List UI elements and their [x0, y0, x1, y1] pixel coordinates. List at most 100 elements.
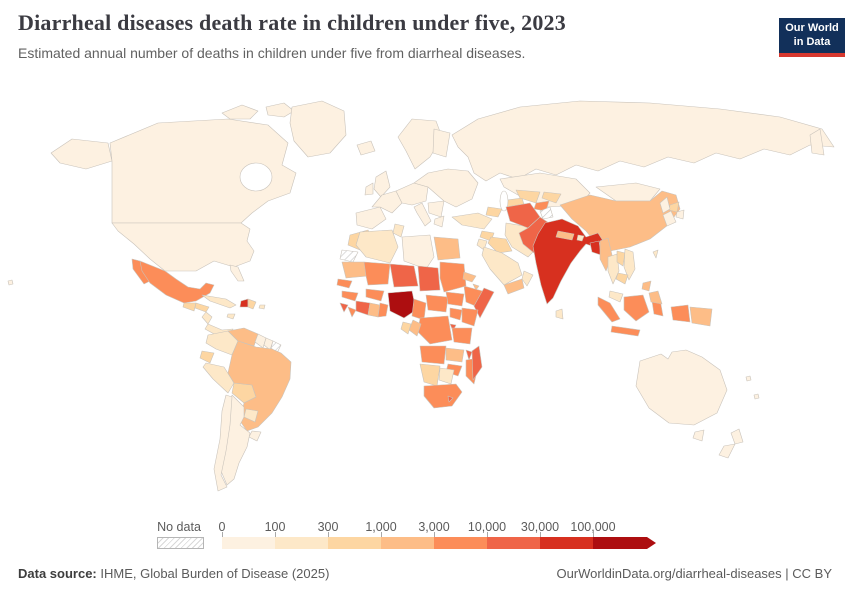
country-paraguay[interactable] [243, 408, 259, 423]
country-japan[interactable] [659, 196, 671, 214]
country-australia-tasmania[interactable] [692, 429, 705, 442]
country-burkina-faso[interactable] [365, 288, 385, 302]
country-italy[interactable] [413, 202, 432, 227]
legend-segment[interactable] [434, 537, 487, 549]
country-cuba[interactable] [201, 294, 237, 309]
country-angola[interactable] [419, 345, 447, 365]
country-arctic-islands[interactable] [221, 104, 259, 120]
country-central-african-republic[interactable] [425, 294, 449, 313]
country-canada[interactable] [109, 118, 297, 224]
country-zambia[interactable] [445, 347, 465, 363]
country-nigeria[interactable] [387, 290, 417, 319]
country-eritrea[interactable] [462, 271, 477, 283]
country-indonesia-java[interactable] [610, 325, 641, 337]
country-sri-lanka[interactable] [555, 308, 564, 320]
country-russia[interactable] [451, 100, 835, 182]
legend-segment[interactable] [222, 537, 275, 549]
country-dominican-republic[interactable] [247, 298, 257, 310]
country-saudi-arabia[interactable] [481, 246, 523, 286]
country-tunisia[interactable] [392, 223, 405, 238]
country-russia-kamchatka[interactable] [809, 128, 825, 156]
country-usa[interactable] [111, 222, 255, 272]
country-indonesia-borneo[interactable] [623, 294, 650, 322]
country-japan[interactable] [662, 210, 677, 227]
country-botswana[interactable] [438, 367, 455, 385]
country-cambodia[interactable] [615, 272, 629, 285]
country-new-zealand[interactable] [730, 428, 744, 445]
country-djibouti[interactable] [472, 283, 480, 291]
country-guatemala[interactable] [182, 302, 197, 312]
country-peru[interactable] [202, 362, 235, 394]
country-mexico-baja[interactable] [131, 258, 151, 285]
country-caucasus[interactable] [485, 206, 503, 218]
country-libya[interactable] [401, 234, 435, 270]
country-sudan[interactable] [439, 261, 467, 293]
country-greenland[interactable] [289, 100, 347, 158]
country-malaysia[interactable] [608, 290, 624, 303]
country-usa-florida[interactable] [229, 264, 245, 282]
country-malawi[interactable] [465, 349, 473, 361]
country-east-europe[interactable] [413, 168, 479, 208]
country-papua-new-guinea[interactable] [689, 306, 713, 327]
country-tanzania[interactable] [451, 327, 473, 345]
country-thailand[interactable] [607, 253, 620, 285]
country-cameroon[interactable] [411, 298, 427, 321]
country-arctic-islands[interactable] [265, 102, 295, 118]
country-vietnam[interactable] [623, 248, 636, 281]
country-pacific-island[interactable] [753, 393, 760, 400]
country-gabon[interactable] [400, 321, 412, 335]
country-egypt[interactable] [433, 236, 461, 261]
country-indonesia-sumatra[interactable] [597, 296, 621, 323]
country-philippines[interactable] [648, 290, 663, 305]
owid-logo[interactable]: Our World in Data [779, 18, 845, 57]
country-madagascar[interactable] [471, 345, 483, 381]
country-chad[interactable] [417, 265, 441, 292]
country-bangladesh[interactable] [589, 240, 602, 256]
country-india[interactable] [532, 218, 604, 305]
license-link[interactable]: OurWorldinData.org/diarrheal-diseases | … [556, 566, 832, 581]
country-ireland[interactable] [364, 182, 374, 196]
country-sierra-leone[interactable] [339, 302, 349, 313]
legend-segment[interactable] [593, 537, 656, 549]
legend-segment[interactable] [328, 537, 381, 549]
country-oman[interactable] [521, 270, 534, 287]
country-iberia[interactable] [355, 206, 387, 230]
country-mexico[interactable] [139, 260, 215, 304]
country-algeria[interactable] [355, 229, 399, 264]
country-balkans[interactable] [427, 200, 445, 218]
country-south-korea[interactable] [675, 209, 685, 220]
country-uruguay[interactable] [248, 430, 262, 442]
country-south-africa[interactable] [423, 383, 463, 409]
country-yemen[interactable] [503, 278, 525, 295]
country-haiti[interactable] [239, 298, 249, 308]
country-uk[interactable] [373, 170, 391, 198]
country-bhutan[interactable] [576, 234, 585, 242]
country-turkey[interactable] [451, 212, 493, 230]
country-namibia[interactable] [419, 363, 441, 387]
country-new-zealand[interactable] [718, 443, 736, 459]
country-guinea[interactable] [341, 290, 359, 302]
country-kashmir[interactable] [539, 206, 554, 220]
country-iraq[interactable] [487, 236, 513, 254]
country-laos[interactable] [616, 250, 626, 267]
country-jamaica[interactable] [226, 313, 236, 320]
legend-segment[interactable] [381, 537, 434, 549]
legend-segment[interactable] [275, 537, 328, 549]
country-iceland[interactable] [356, 140, 376, 156]
country-chile[interactable] [213, 394, 233, 492]
country-finland[interactable] [432, 128, 451, 158]
country-taiwan[interactable] [652, 249, 659, 259]
country-kyrgyzstan[interactable] [541, 191, 562, 204]
country-uganda[interactable] [449, 307, 463, 321]
country-mongolia[interactable] [595, 182, 661, 202]
country-ivory-coast[interactable] [355, 300, 371, 316]
country-drc[interactable] [417, 315, 453, 345]
country-indonesia-papua[interactable] [670, 304, 691, 323]
country-togo-benin[interactable] [377, 302, 389, 318]
country-honduras[interactable] [194, 302, 210, 313]
legend-segment[interactable] [487, 537, 540, 549]
country-mali[interactable] [363, 261, 391, 286]
country-puerto-rico[interactable] [258, 304, 266, 310]
country-somalia[interactable] [473, 287, 495, 319]
country-lesotho[interactable] [447, 395, 454, 403]
